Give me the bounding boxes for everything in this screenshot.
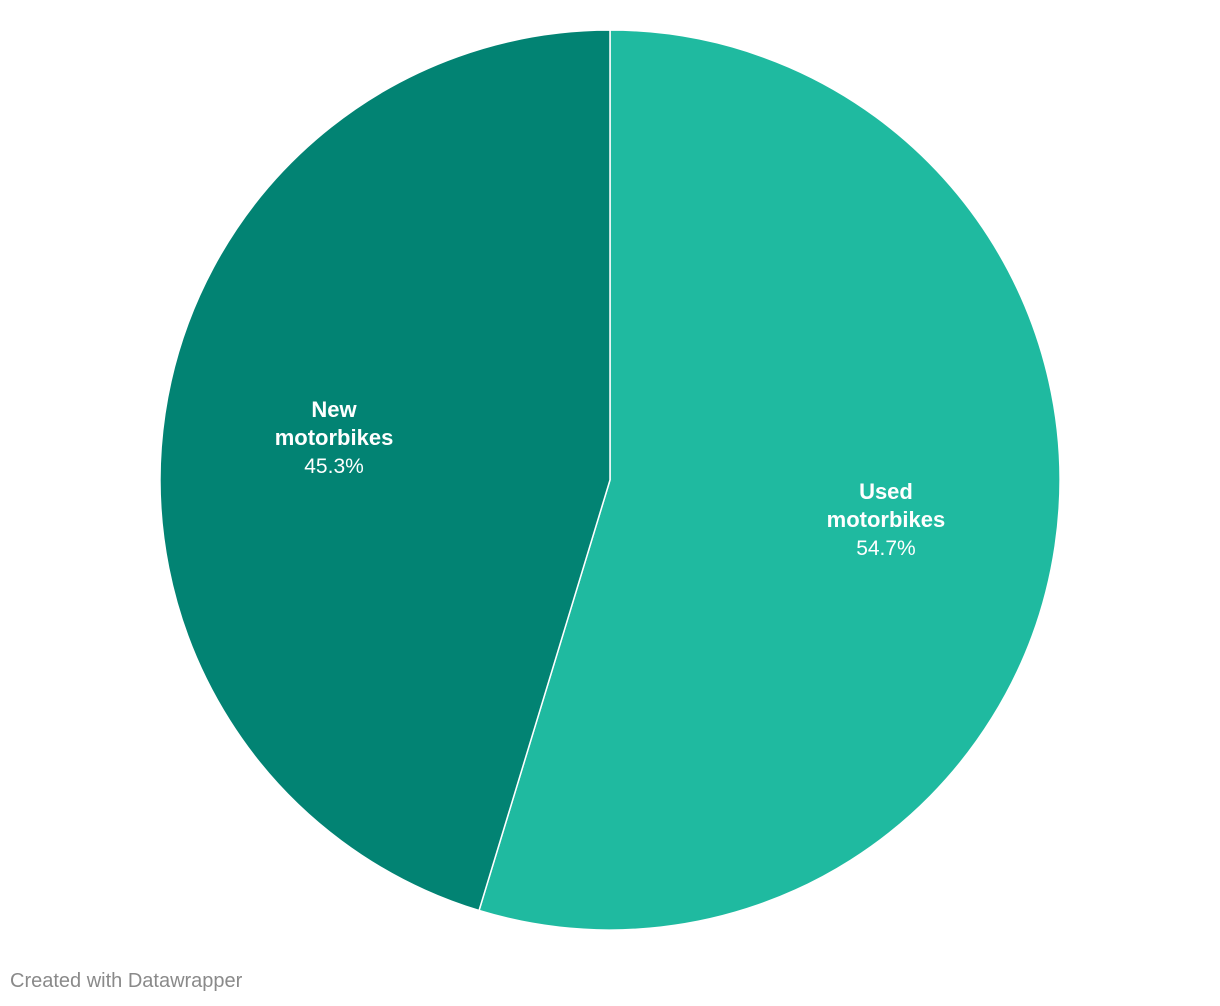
slice-name-line: motorbikes [275, 425, 394, 450]
slice-label: New motorbikes 45.3% [275, 397, 394, 478]
slice-name-line: motorbikes [827, 507, 946, 532]
slice-name-line: New [311, 397, 357, 422]
slice-value: 45.3% [304, 455, 364, 478]
slice-name-line: Used [859, 479, 913, 504]
slice-label: Used motorbikes 54.7% [827, 479, 946, 560]
pie-slice-new-motorbikes [159, 29, 611, 912]
slice-value: 54.7% [856, 537, 916, 560]
pie-chart: Used motorbikes 54.7% New motorbikes 45.3% [159, 29, 1061, 931]
pie-slice-used-motorbikes [478, 29, 1061, 931]
footer-credit: Created with Datawrapper [10, 970, 243, 992]
pie-labels: Used motorbikes 54.7% New motorbikes 45.3% [275, 397, 946, 560]
pie-slices [159, 29, 1061, 931]
